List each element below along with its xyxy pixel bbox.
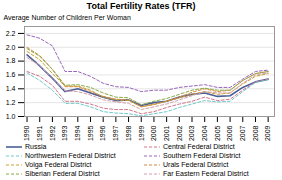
svg-text:2006: 2006 — [226, 125, 233, 141]
html-text:Russia: Russia — [25, 143, 47, 150]
svg-text:2002: 2002 — [176, 125, 183, 141]
svg-text:2005: 2005 — [214, 125, 221, 141]
svg-text:1.6: 1.6 — [6, 71, 16, 78]
svg-text:1990: 1990 — [23, 125, 30, 141]
svg-text:Average Number of Children Per: Average Number of Children Per Woman — [4, 14, 131, 22]
html-text:Southern Federal District: Southern Federal District — [163, 152, 241, 159]
svg-text:1992: 1992 — [49, 125, 56, 141]
svg-text:2004: 2004 — [201, 125, 208, 141]
svg-text:1.0: 1.0 — [6, 113, 16, 120]
html-text:Siberian Federal District: Siberian Federal District — [25, 170, 100, 177]
html-text:Volga Federal District: Volga Federal District — [25, 161, 92, 168]
svg-text:1.2: 1.2 — [6, 99, 16, 106]
svg-text:1994: 1994 — [74, 125, 81, 141]
svg-text:2000: 2000 — [150, 125, 157, 141]
svg-text:1999: 1999 — [137, 125, 144, 141]
html-text:Northwestern Federal District: Northwestern Federal District — [25, 152, 116, 159]
svg-text:2007: 2007 — [239, 125, 246, 141]
svg-text:1996: 1996 — [99, 125, 106, 141]
html-text:Urals Federal District: Urals Federal District — [163, 161, 229, 168]
svg-text:1991: 1991 — [36, 125, 43, 141]
svg-text:2.0: 2.0 — [6, 44, 16, 51]
svg-text:1.8: 1.8 — [6, 57, 16, 64]
html-text:Total Fertility Rates (TFR): Total Fertility Rates (TFR) — [86, 1, 196, 11]
svg-text:2008: 2008 — [252, 125, 259, 141]
svg-text:2001: 2001 — [163, 125, 170, 141]
svg-text:1.4: 1.4 — [6, 85, 16, 92]
html-text:Far Eastern Federal District: Far Eastern Federal District — [163, 170, 249, 177]
svg-text:1995: 1995 — [87, 125, 94, 141]
svg-text:2.2: 2.2 — [6, 30, 16, 37]
svg-text:1997: 1997 — [112, 125, 119, 141]
html-text:Central Federal District: Central Federal District — [163, 143, 235, 150]
svg-text:2003: 2003 — [188, 125, 195, 141]
svg-text:2009: 2009 — [264, 125, 271, 141]
svg-text:1998: 1998 — [125, 125, 132, 141]
svg-text:1993: 1993 — [61, 125, 68, 141]
